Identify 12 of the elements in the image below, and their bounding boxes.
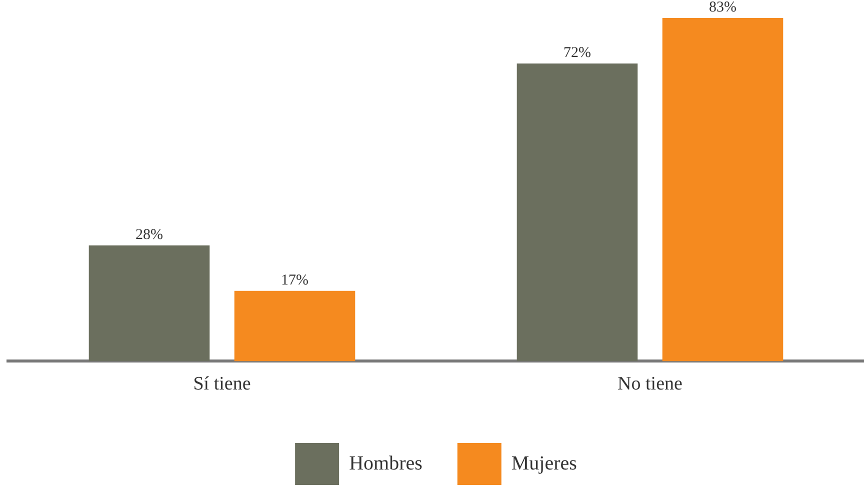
data-label: 28% [135, 226, 163, 243]
data-label: 72% [563, 44, 591, 61]
data-label: 83% [709, 0, 737, 16]
bar [88, 245, 210, 362]
data-label: 17% [281, 272, 309, 288]
legend-label: Hombres [349, 452, 423, 474]
legend-label: Mujeres [511, 452, 578, 474]
x-tick-label: No tiene [618, 374, 682, 395]
x-tick-label: Sí tiene [193, 374, 251, 395]
bar [234, 290, 356, 362]
bar [662, 18, 784, 362]
bar [516, 63, 638, 362]
